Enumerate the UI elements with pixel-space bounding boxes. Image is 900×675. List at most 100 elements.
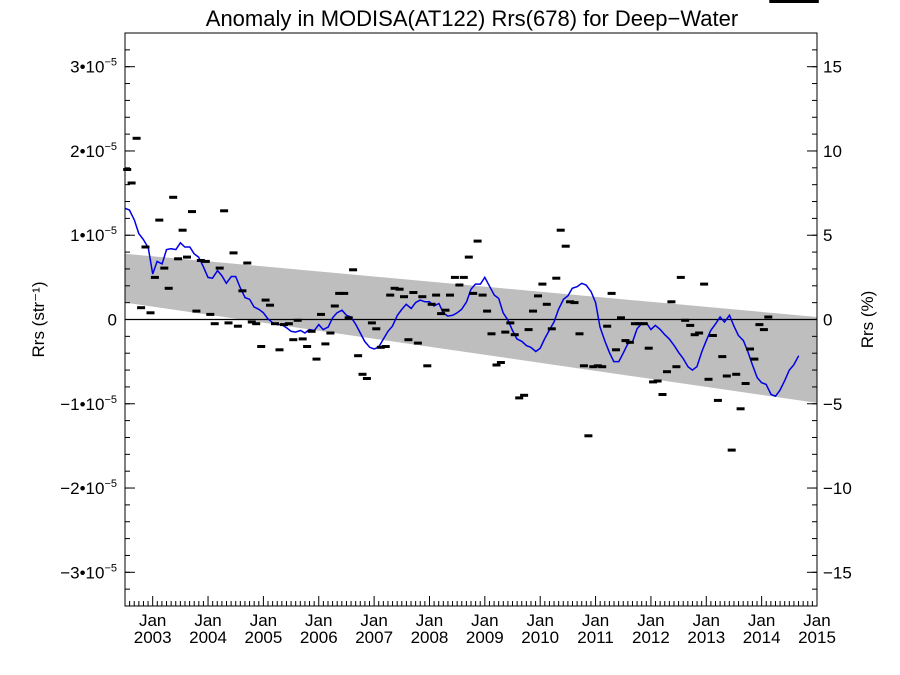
data-point: [690, 333, 699, 337]
data-point: [764, 315, 773, 319]
data-point: [492, 363, 501, 367]
x-tick-label-year: 2015: [798, 628, 836, 647]
x-tick-label-month: Jan: [526, 611, 553, 630]
data-point: [192, 309, 201, 313]
running-mean-line: [124, 207, 800, 398]
data-point: [275, 348, 284, 352]
data-point: [455, 283, 464, 287]
data-point: [224, 321, 233, 325]
x-tick-label-month: Jan: [637, 611, 664, 630]
x-tick-label-month: Jan: [360, 611, 387, 630]
data-point: [566, 300, 575, 304]
data-point: [552, 276, 561, 280]
x-tick-label-month: Jan: [194, 611, 221, 630]
data-point: [621, 339, 630, 343]
data-point: [418, 295, 427, 299]
data-point: [123, 168, 132, 171]
x-tick-label-month: Jan: [250, 611, 277, 630]
data-point: [625, 340, 634, 344]
data-point: [704, 377, 713, 381]
data-point: [700, 282, 709, 286]
data-point: [381, 345, 390, 348]
data-point: [266, 303, 274, 307]
data-point: [529, 309, 537, 313]
data-point: [150, 275, 159, 279]
data-point: [718, 355, 727, 359]
data-point: [390, 286, 399, 290]
x-tick-label-year: 2006: [300, 628, 338, 647]
data-point: [579, 364, 588, 368]
data-point: [501, 330, 510, 334]
data-point: [741, 382, 750, 385]
data-point: [755, 323, 764, 327]
data-point: [423, 364, 432, 368]
data-point: [783, 0, 792, 3]
data-point: [349, 268, 358, 272]
data-point: [441, 308, 450, 312]
data-point: [487, 332, 496, 336]
y-right-tick-label: 0: [823, 311, 832, 330]
data-point: [160, 266, 169, 270]
data-point: [344, 316, 353, 320]
data-point: [303, 345, 312, 348]
data-point: [446, 293, 454, 297]
y-right-tick-label: 10: [823, 142, 842, 161]
y-right-axis-title: Rrs (%): [858, 291, 877, 349]
data-point: [496, 361, 505, 364]
data-point: [307, 329, 316, 333]
data-point: [534, 294, 542, 298]
data-point: [386, 293, 395, 297]
data-point: [570, 301, 579, 305]
y-left-axis-title: Rrs (str⁻¹): [29, 281, 48, 357]
data-point: [317, 312, 325, 316]
data-point: [524, 328, 533, 332]
x-tick-label-year: 2003: [134, 628, 172, 647]
data-point: [164, 286, 173, 290]
data-point: [681, 318, 690, 322]
x-tick-label-year: 2010: [521, 628, 559, 647]
data-point: [413, 341, 422, 345]
data-point: [169, 195, 178, 199]
data-point: [362, 377, 371, 380]
x-tick-label-year: 2007: [355, 628, 393, 647]
data-point: [201, 259, 210, 263]
data-point: [321, 342, 330, 346]
y-left-tick-label: −1•10−5: [60, 394, 117, 414]
x-tick-label-month: Jan: [693, 611, 720, 630]
axes-layer: [124, 32, 818, 607]
y-left-tick-label: −2•10−5: [60, 478, 117, 498]
data-point: [635, 322, 644, 326]
data-point: [792, 0, 800, 3]
data-point: [561, 244, 570, 248]
data-point: [805, 0, 814, 3]
data-point: [252, 322, 261, 326]
data-point: [538, 282, 547, 286]
data-point: [478, 293, 487, 297]
data-point: [773, 0, 782, 3]
data-point: [796, 0, 805, 3]
data-point: [354, 354, 363, 358]
y-left-tick-label: 1•10−5: [70, 225, 117, 245]
data-point: [575, 332, 584, 336]
data-point: [210, 322, 219, 326]
uncertainty-band-layer: [125, 253, 817, 403]
data-point: [473, 239, 482, 243]
data-point: [469, 291, 478, 295]
y-right-tick-label: −15: [823, 563, 852, 582]
y-left-tick-label: −3•10−5: [60, 562, 117, 582]
data-point: [556, 228, 565, 232]
data-point: [727, 448, 736, 452]
x-tick-label-year: 2014: [743, 628, 781, 647]
data-point: [778, 0, 787, 3]
data-point: [127, 181, 136, 185]
data-point: [243, 261, 252, 265]
y-left-tick-label: 2•10−5: [70, 141, 117, 161]
data-point: [810, 0, 819, 3]
x-tick-label-month: Jan: [416, 611, 443, 630]
data-point: [644, 346, 653, 350]
data-point: [298, 337, 307, 341]
running-mean-layer: [124, 207, 800, 398]
monthly-points-layer: [123, 0, 819, 452]
data-point: [598, 365, 607, 369]
